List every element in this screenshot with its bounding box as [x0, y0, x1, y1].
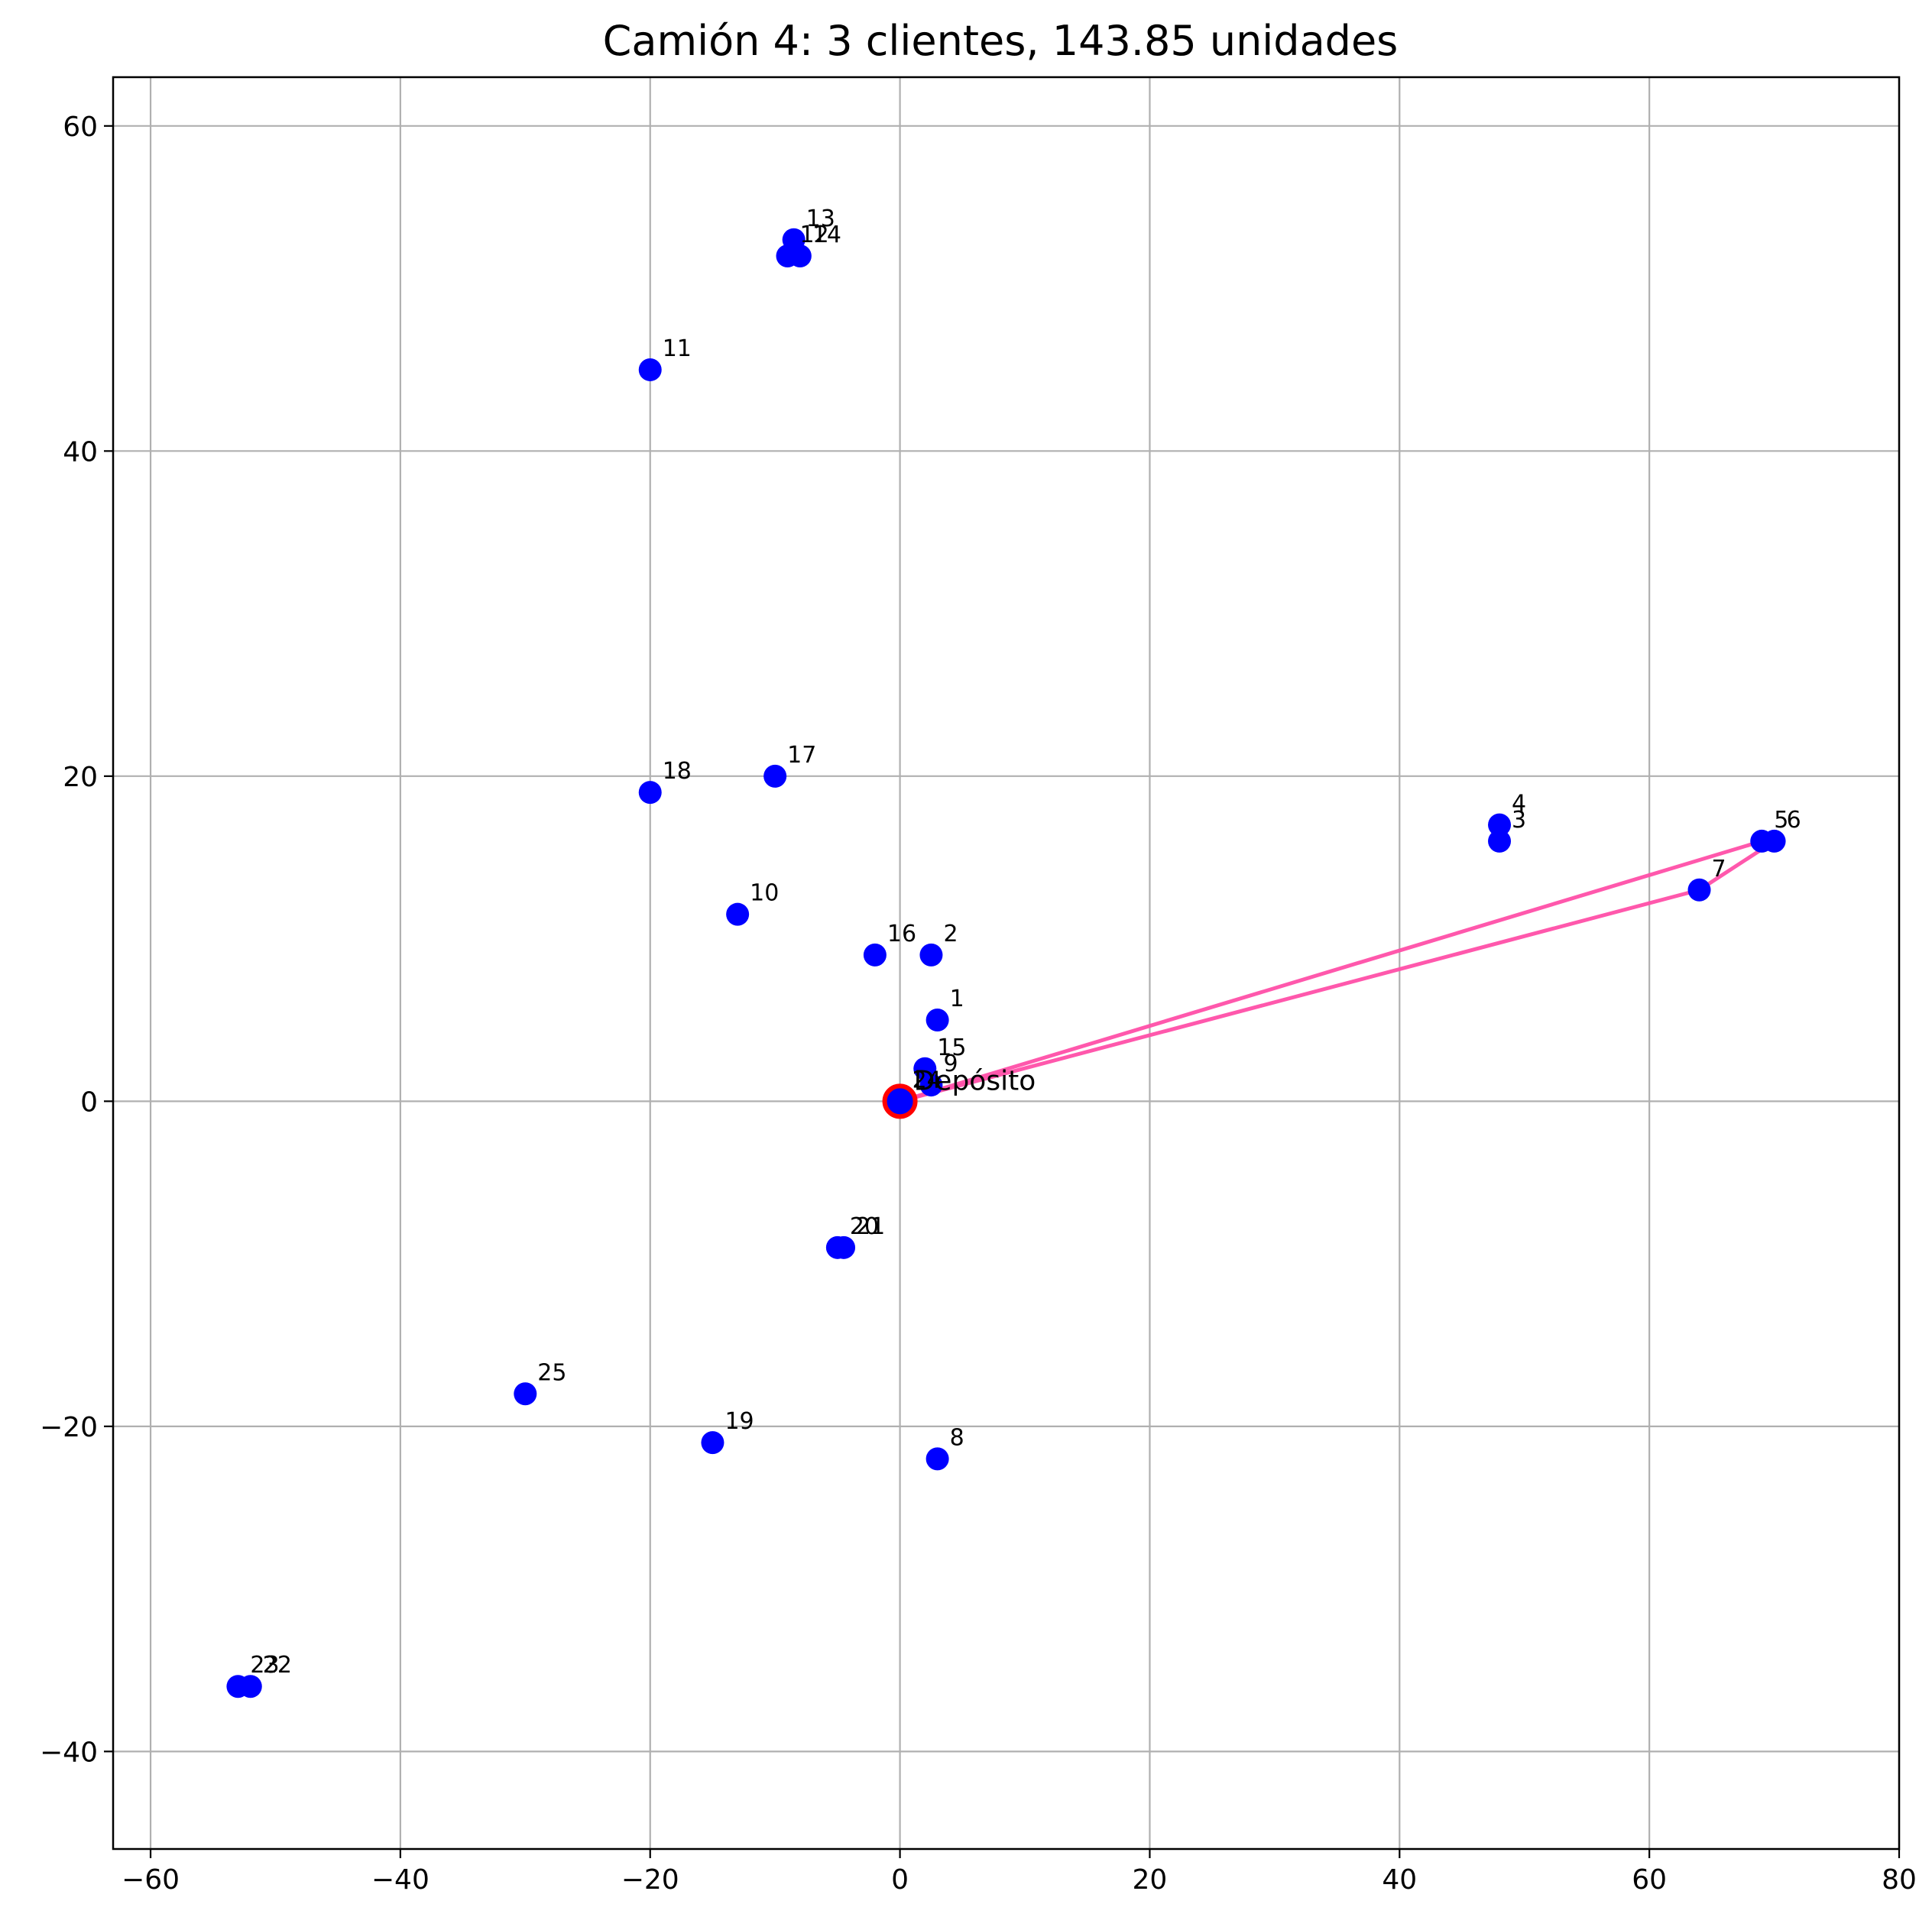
- route-segment: [900, 839, 1762, 1101]
- customer-point: [832, 1235, 856, 1259]
- customer-point: [701, 1431, 724, 1455]
- chart-title: Camión 4: 3 clientes, 143.85 unidades: [603, 17, 1399, 65]
- customer-point: [763, 764, 787, 788]
- customer-point: [1488, 813, 1512, 837]
- grid-layer: [113, 77, 1901, 1849]
- customer-label: 22: [263, 1652, 292, 1679]
- customer-point: [1488, 829, 1512, 853]
- customer-point: [638, 781, 662, 805]
- point-labels: 1234567891011121314151617181920212223242…: [250, 206, 1801, 1679]
- customer-point: [638, 358, 662, 381]
- y-tick-label: 0: [80, 1086, 98, 1118]
- x-tick-label: −60: [122, 1864, 180, 1896]
- customer-label: 12: [800, 222, 829, 248]
- axis-ticks: −60 −40 −20 0 20 40 60 80 −40 −20 0 20 40 60: [40, 112, 1917, 1896]
- x-tick-label: 0: [891, 1864, 909, 1896]
- customer-label: 14: [812, 222, 841, 248]
- customer-point: [925, 1447, 949, 1471]
- customer-label: 21: [856, 1213, 885, 1240]
- customer-point: [514, 1382, 537, 1406]
- depot-layer: [882, 1083, 918, 1119]
- y-tick-label: 20: [63, 762, 98, 793]
- customer-label: 23: [250, 1652, 279, 1679]
- customer-label: 20: [850, 1213, 879, 1240]
- x-tick-label: −20: [621, 1864, 679, 1896]
- customer-point: [925, 1008, 949, 1031]
- customer-point: [1687, 878, 1711, 902]
- customer-label: 25: [537, 1359, 566, 1386]
- x-tick-label: −40: [371, 1864, 430, 1896]
- customer-label: 1: [950, 986, 964, 1012]
- customer-point: [863, 943, 887, 967]
- customer-label: 8: [950, 1424, 964, 1451]
- customer-label: 15: [937, 1035, 966, 1061]
- customer-point: [913, 1057, 937, 1080]
- customer-label: 13: [806, 206, 835, 232]
- y-tick-label: 40: [63, 436, 98, 468]
- customer-label: 24: [913, 1067, 942, 1093]
- x-tick-label: 20: [1133, 1864, 1168, 1896]
- customer-label: 11: [663, 335, 692, 362]
- customer-point: [726, 902, 750, 926]
- depot-marker: [882, 1083, 918, 1119]
- x-tick-label: 60: [1632, 1864, 1667, 1896]
- customer-label: 10: [750, 880, 779, 907]
- y-tick-label: 60: [63, 112, 98, 143]
- customer-label: 16: [887, 921, 916, 947]
- customer-label: 4: [1512, 791, 1526, 818]
- x-tick-label: 40: [1382, 1864, 1417, 1896]
- route-layer: [900, 841, 1775, 1101]
- customer-label: 17: [787, 742, 816, 769]
- customer-label: 2: [943, 921, 958, 947]
- customer-point: [226, 1675, 250, 1698]
- customer-point: [919, 943, 943, 967]
- customer-point: [1762, 829, 1786, 853]
- plot-frame: [112, 76, 1901, 1851]
- x-tick-label: 80: [1882, 1864, 1917, 1896]
- customer-label: 19: [724, 1408, 754, 1435]
- customer-label: 6: [1787, 807, 1801, 834]
- customer-label: 9: [943, 1051, 958, 1077]
- customer-label: 7: [1712, 856, 1726, 882]
- depot-label: Depósito: [914, 1065, 1036, 1096]
- y-tick-label: −40: [40, 1737, 98, 1768]
- route-segment: [899, 890, 1700, 1103]
- customer-label: 3: [1512, 807, 1526, 834]
- customer-points: [226, 228, 1786, 1698]
- y-tick-label: −20: [40, 1412, 98, 1443]
- customer-label: 18: [663, 758, 692, 785]
- customer-point: [788, 244, 812, 268]
- customer-label: 5: [1774, 807, 1788, 834]
